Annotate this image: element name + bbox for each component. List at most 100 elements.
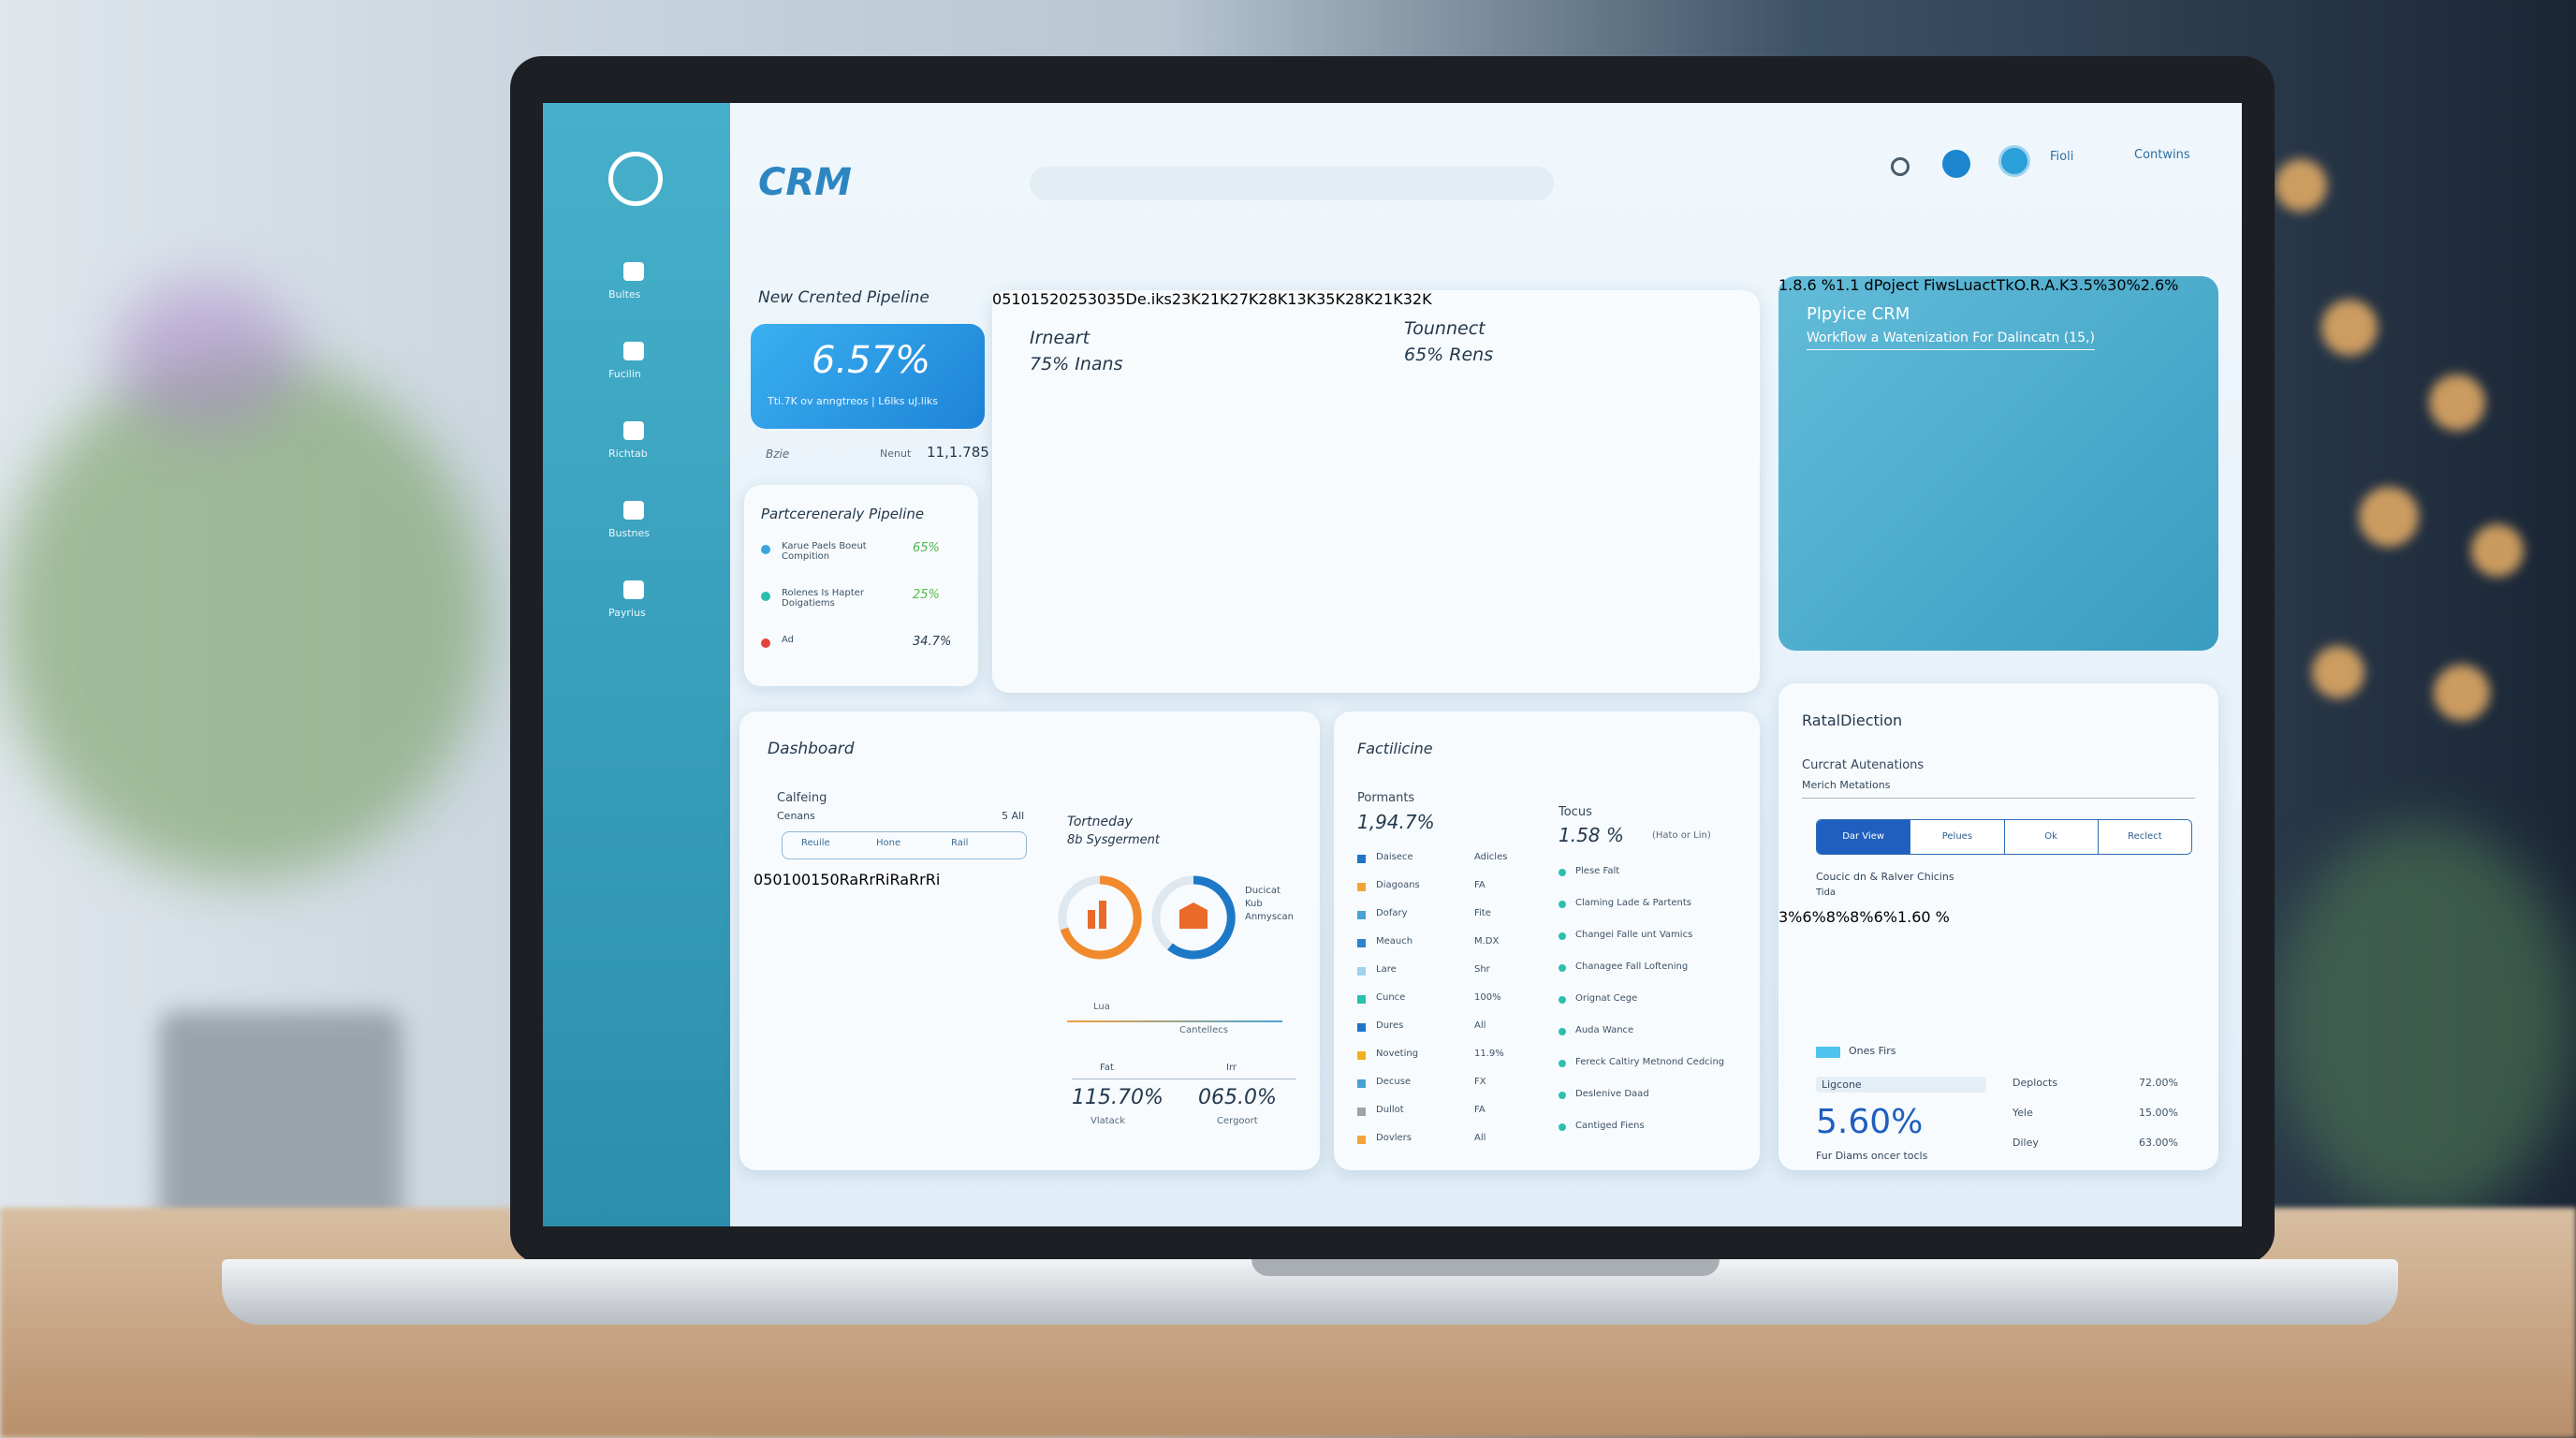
sidebar: Bultes Fucilin Richtab Bustnes Payrius xyxy=(543,103,730,1226)
nav-label[interactable]: Richtab xyxy=(608,448,648,460)
tab[interactable]: Hone xyxy=(876,838,901,848)
nav-icon[interactable] xyxy=(623,421,644,440)
value-label: 23K xyxy=(1171,290,1201,308)
nav-label[interactable]: Bultes xyxy=(608,288,641,301)
legend-label: Ones Firs xyxy=(1849,1045,1896,1057)
plant xyxy=(0,356,487,880)
tab[interactable]: Ok xyxy=(2003,820,2098,854)
value-label: 35K xyxy=(1316,290,1345,308)
search-icon[interactable] xyxy=(1891,157,1910,176)
note: 1.60 % xyxy=(1896,908,1950,926)
row-icon xyxy=(1357,1023,1366,1032)
icon-label: Lua xyxy=(1093,1002,1110,1012)
value-label: 28K xyxy=(1344,290,1374,308)
y-tick-label: 35 xyxy=(1106,290,1126,308)
row-icon xyxy=(1559,869,1566,876)
row-value: 11.9% xyxy=(1474,1049,1504,1059)
row-label: Deslenive Daad xyxy=(1575,1089,1649,1099)
note: 1.1 d xyxy=(1836,276,1874,294)
row-icon xyxy=(1357,939,1366,947)
legend-item: Anmyscan xyxy=(1245,912,1295,922)
note: O.R.A.K xyxy=(2013,276,2070,294)
icon xyxy=(1099,901,1106,929)
chart-note: De.iks xyxy=(1125,290,1172,308)
legend-item: Ducicat xyxy=(1245,886,1281,896)
chart: 3%6%8%8%6%1.60 % xyxy=(1778,908,1950,926)
pipeline-panel: Partcereneraly Pipeline Karue Paels Boeu… xyxy=(744,485,978,686)
stat-value: 065.0% xyxy=(1198,1086,1277,1109)
nav-icon[interactable] xyxy=(623,262,644,281)
brand: CRM xyxy=(758,161,852,204)
row-label: Claming Lade & Partents xyxy=(1575,898,1691,908)
value-label: 28K xyxy=(1258,290,1288,308)
y-tick-label: 10 xyxy=(1011,290,1031,308)
row-icon xyxy=(1357,995,1366,1004)
tab[interactable]: Reuile xyxy=(801,838,830,848)
ring-arc xyxy=(1060,875,1142,960)
row-icon xyxy=(1559,964,1566,972)
row-icon xyxy=(1357,911,1366,919)
bokeh xyxy=(2275,159,2327,212)
row-label: Changei Falle unt Vamics xyxy=(1575,930,1693,940)
chart: 05101520253035De.iks23K21K27K28K13K35K28… xyxy=(992,290,1432,308)
nav-icon[interactable] xyxy=(623,501,644,520)
nav-label[interactable]: Payrius xyxy=(608,607,646,619)
column-value: 1,94.7% xyxy=(1357,811,1435,833)
nav-label[interactable]: Bustnes xyxy=(608,527,651,539)
row-label: Cantiged Fiens xyxy=(1575,1121,1645,1131)
bars-title: Coucic dn & Ralver Chicins xyxy=(1816,871,1954,883)
column-note: (Hato or Lin) xyxy=(1652,830,1711,841)
bars-subtitle: Tida xyxy=(1816,888,1837,898)
bokeh xyxy=(2312,646,2364,698)
kpi-card[interactable]: 6.57% Tti.7K ov anngtreos | L6lks uJ.lik… xyxy=(751,324,985,429)
bokeh xyxy=(2321,300,2378,356)
row-value: FA xyxy=(1474,1105,1486,1115)
row-label: Yele xyxy=(2012,1107,2033,1119)
legend-swatch xyxy=(1816,1047,1840,1058)
tab-bar: Reuile Hone Rail xyxy=(782,831,1027,859)
row-icon xyxy=(1559,1028,1566,1035)
legend-item: Kub xyxy=(1245,899,1263,909)
row-label: Fereck Caltiry Metnond Cedcing xyxy=(1575,1057,1725,1067)
tab[interactable]: Rail xyxy=(951,838,969,848)
nav-link[interactable]: Contwins xyxy=(2134,148,2190,162)
bokeh xyxy=(2429,374,2485,431)
plant-right xyxy=(2275,824,2574,1217)
kpi-note: Tti.7K ov anngtreos | L6lks uJ.liks xyxy=(768,395,938,407)
row-dot xyxy=(761,545,770,554)
tab[interactable]: Reclect xyxy=(2097,820,2191,854)
row-label: Dofary xyxy=(1376,908,1408,918)
avatar[interactable] xyxy=(1998,145,2030,177)
panel-title: Factilicine xyxy=(1357,740,1433,757)
row-label: Chanagee Fall Loftening xyxy=(1575,961,1689,972)
note: 8% xyxy=(1850,908,1874,926)
stat-value: 115.70% xyxy=(1072,1086,1164,1109)
row-label: Lare xyxy=(1376,964,1397,975)
tab[interactable]: Pelues xyxy=(1910,820,2004,854)
row-label: Deplocts xyxy=(2012,1077,2058,1089)
icon xyxy=(1088,910,1095,929)
kpi-note: Fur Diams oncer tocls xyxy=(1816,1150,1928,1162)
row-label: Decuse xyxy=(1376,1077,1412,1087)
nav-link[interactable]: Fioli xyxy=(2050,150,2074,164)
row-value: 100% xyxy=(1474,992,1501,1003)
avatar[interactable] xyxy=(1942,150,1970,178)
nav-icon[interactable] xyxy=(623,580,644,599)
panel-title: RatalDiection xyxy=(1802,712,1903,729)
bokeh xyxy=(2434,665,2490,721)
y-tick-label: 25 xyxy=(1068,290,1088,308)
nav-icon[interactable] xyxy=(623,342,644,360)
column-value: 1.58 % xyxy=(1559,824,1624,846)
icon-label: Cantellecs xyxy=(1179,1025,1228,1035)
search-bar[interactable] xyxy=(1030,167,1554,200)
x-tick-label: Rr xyxy=(909,871,926,888)
panel-note: Merich Metations xyxy=(1802,779,1891,791)
row-value: All xyxy=(1474,1133,1486,1143)
row-icon xyxy=(1357,855,1366,863)
row-value: 34.7% xyxy=(913,635,952,649)
label: Cenans xyxy=(777,810,815,822)
tab[interactable]: Dar View xyxy=(1817,820,1910,854)
nav-label[interactable]: Fucilin xyxy=(608,368,641,380)
segment-icons xyxy=(1058,875,1236,960)
segment-title: Tortneday xyxy=(1067,814,1133,829)
